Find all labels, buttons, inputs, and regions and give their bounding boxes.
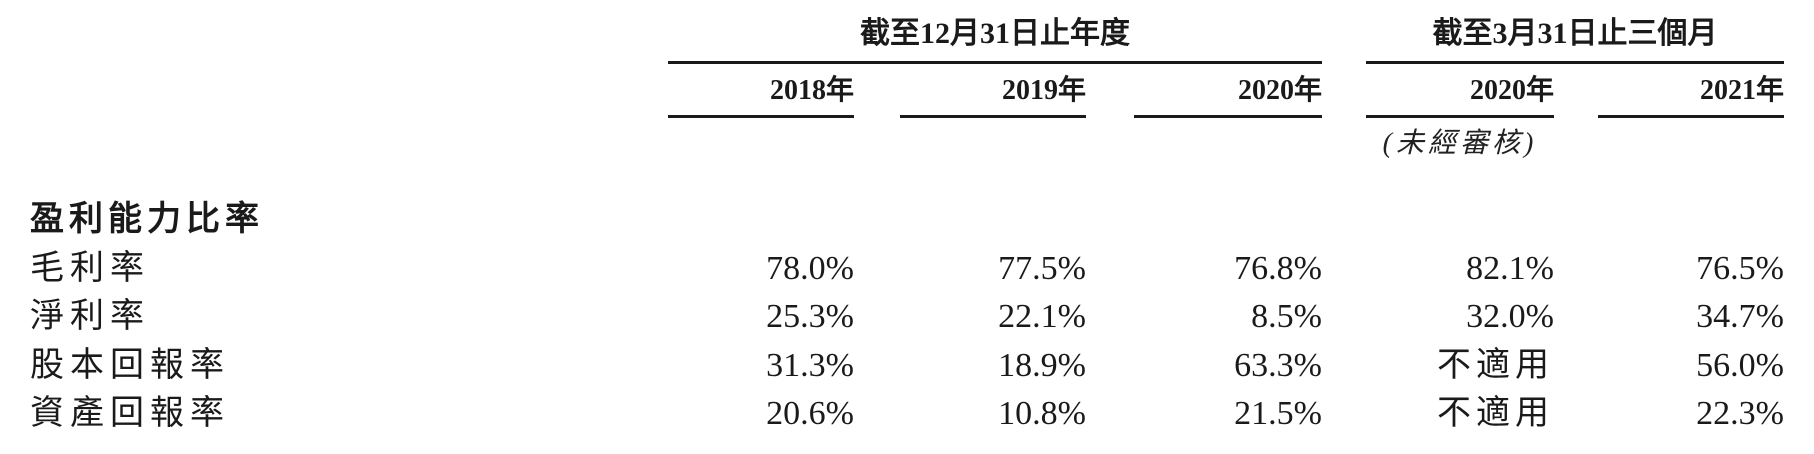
annual-group-header: 截至12月31日止年度 <box>860 17 1130 50</box>
year-rule-2020 <box>1134 115 1322 118</box>
table-cell: 22.3% <box>1696 395 1784 432</box>
table-cell: 77.5% <box>998 250 1086 287</box>
table-cell: 31.3% <box>766 347 854 384</box>
table-cell: 18.9% <box>998 347 1086 384</box>
section-title: 盈利能力比率 <box>30 201 264 238</box>
table-cell: 21.5% <box>1234 395 1322 432</box>
table-cell: 8.5% <box>1251 298 1322 335</box>
year-rule-2021-q <box>1598 115 1784 118</box>
table-cell: 56.0% <box>1696 347 1784 384</box>
year-header-2020-q: 2020年 <box>1469 75 1554 106</box>
quarter-group-rule <box>1366 61 1784 64</box>
year-rule-2020-q <box>1366 115 1554 118</box>
table-cell: 10.8% <box>998 395 1086 432</box>
row-label-net-margin: 淨利率 <box>30 298 150 335</box>
row-label-return-on-assets: 資產回報率 <box>30 395 230 432</box>
year-rule-2019 <box>900 115 1086 118</box>
table-cell: 不適用 <box>1437 347 1554 384</box>
row-label-gross-margin: 毛利率 <box>30 250 150 287</box>
annual-group-rule <box>668 61 1322 64</box>
table-cell: 32.0% <box>1466 298 1554 335</box>
table-cell: 76.8% <box>1234 250 1322 287</box>
unaudited-note: (未經審核) <box>1382 128 1538 159</box>
table-cell: 20.6% <box>766 395 854 432</box>
year-header-2020: 2020年 <box>1237 75 1322 106</box>
table-cell: 22.1% <box>998 298 1086 335</box>
quarter-group-header: 截至3月31日止三個月 <box>1432 17 1718 50</box>
table-cell: 63.3% <box>1234 347 1322 384</box>
table-cell: 76.5% <box>1696 250 1784 287</box>
year-header-2021-q: 2021年 <box>1699 75 1784 106</box>
year-rule-2018 <box>668 115 854 118</box>
table-cell: 82.1% <box>1466 250 1554 287</box>
row-label-return-on-equity: 股本回報率 <box>30 347 230 384</box>
table-cell: 78.0% <box>766 250 854 287</box>
table-cell: 25.3% <box>766 298 854 335</box>
table-cell: 不適用 <box>1437 395 1554 432</box>
year-header-2018: 2018年 <box>769 75 854 106</box>
year-header-2019: 2019年 <box>1001 75 1086 106</box>
table-cell: 34.7% <box>1696 298 1784 335</box>
